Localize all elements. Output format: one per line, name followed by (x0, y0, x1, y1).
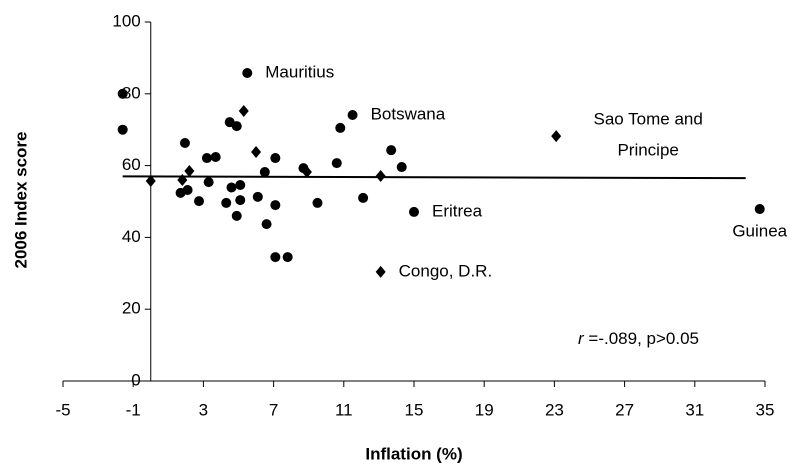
x-tick-label: -5 (55, 400, 70, 419)
point (282, 252, 293, 263)
point-label: Principe (617, 141, 678, 160)
point (252, 191, 263, 202)
y-tick-label: 0 (131, 370, 140, 389)
point (331, 158, 342, 169)
y-tick-label: 40 (122, 227, 141, 246)
point (358, 192, 369, 203)
x-tick-label: 3 (199, 400, 208, 419)
point-label: Sao Tome and (593, 110, 702, 129)
trendline (122, 175, 746, 180)
point (201, 153, 212, 164)
point (238, 105, 249, 118)
point (235, 195, 246, 206)
point (347, 109, 358, 120)
point (194, 196, 205, 207)
y-tick-label: 80 (122, 83, 141, 102)
point (117, 124, 128, 135)
annotation-text: =-.089, p>0.05 (584, 329, 699, 348)
annotation: r =-.089, p>0.05 (578, 329, 699, 348)
point (259, 167, 270, 178)
x-tick-label: -1 (126, 400, 141, 419)
y-tick-label: 20 (122, 299, 141, 318)
point-label: Congo, D.R. (399, 261, 493, 280)
point (210, 151, 221, 162)
point (184, 164, 195, 177)
point (226, 182, 237, 193)
point (235, 179, 246, 190)
point (117, 88, 128, 99)
point (312, 197, 323, 208)
point (203, 177, 214, 188)
point (231, 210, 242, 221)
annotation-italic: r (578, 329, 585, 348)
x-tick-label: 7 (269, 400, 278, 419)
x-tick-label: 27 (615, 400, 634, 419)
point (270, 252, 281, 263)
x-tick-label: 11 (335, 400, 353, 419)
point (375, 265, 386, 278)
y-axis-title: 2006 Index score (11, 131, 30, 268)
y-tick-label: 100 (112, 11, 140, 30)
point (145, 175, 156, 188)
point (375, 170, 386, 183)
point-label: Botswana (371, 104, 446, 123)
point (409, 206, 419, 217)
point (231, 121, 242, 132)
x-tick-label: 31 (685, 400, 704, 419)
point (270, 200, 281, 211)
point-label: Guinea (732, 222, 787, 241)
x-tick-label: 35 (756, 400, 775, 419)
x-tick-label: 23 (545, 400, 564, 419)
point (301, 166, 312, 179)
point (551, 130, 562, 143)
x-axis-title: Inflation (%) (365, 444, 462, 463)
point (251, 145, 262, 158)
y-tick-label: 60 (122, 155, 141, 174)
point (221, 197, 232, 208)
point (242, 67, 253, 78)
point (386, 145, 397, 156)
point-label: Mauritius (265, 62, 334, 81)
point (270, 153, 281, 164)
point (335, 122, 346, 133)
point (179, 137, 190, 148)
point (396, 162, 407, 173)
x-tick-label: 15 (405, 400, 424, 419)
x-tick-label: 19 (475, 400, 494, 419)
point (261, 219, 272, 230)
point (182, 185, 193, 196)
point-label: Eritrea (432, 201, 483, 220)
point (177, 173, 188, 186)
point (754, 204, 765, 215)
